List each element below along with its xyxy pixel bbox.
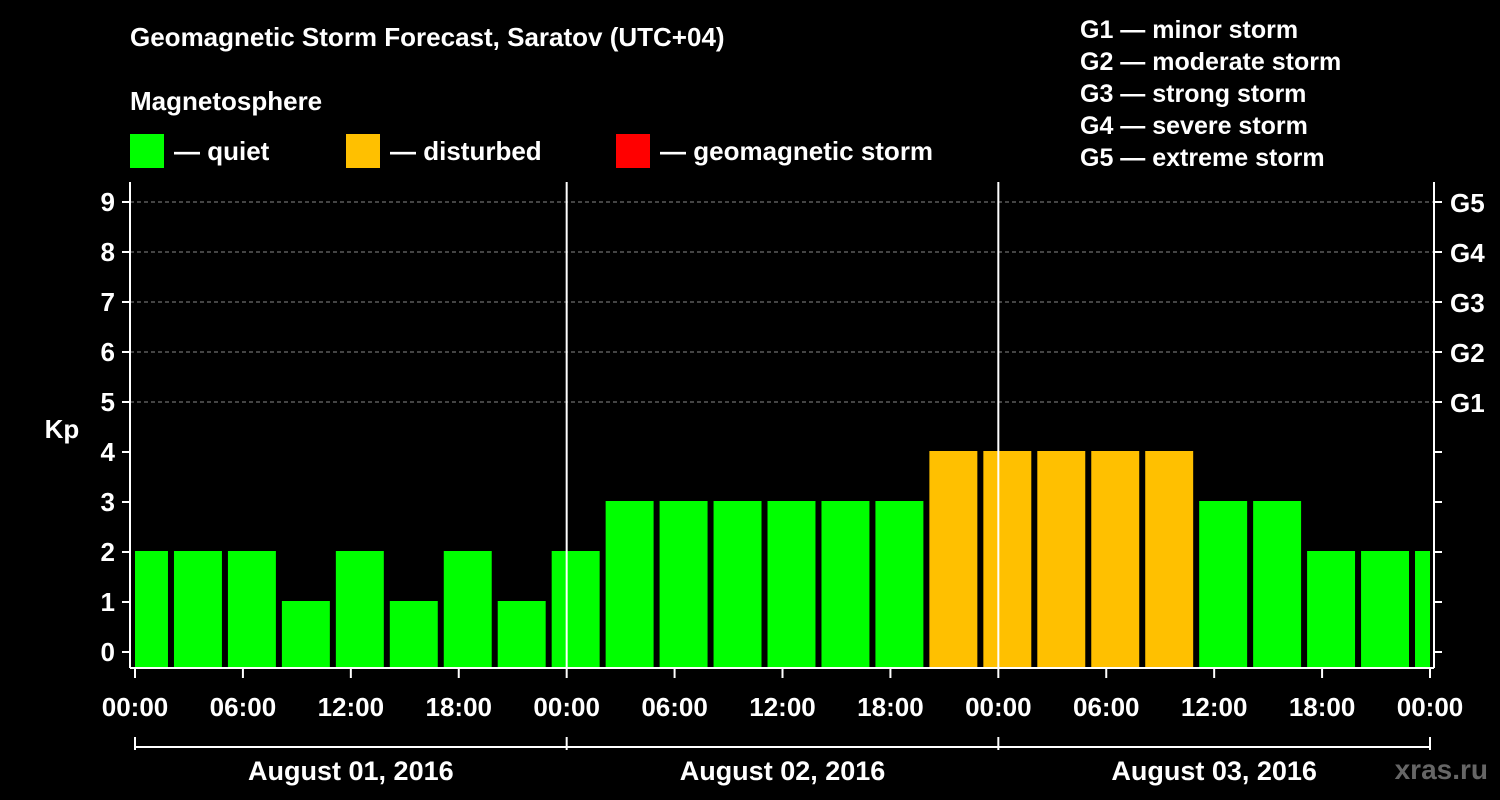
storm-level-label: G2 (1450, 338, 1485, 368)
y-axis-label: Kp (45, 414, 80, 444)
kp-bar (659, 501, 708, 668)
day-label: August 01, 2016 (248, 756, 454, 786)
kp-bar (1307, 551, 1356, 668)
x-tick-label: 00:00 (965, 692, 1032, 722)
y-tick-label: 9 (101, 187, 115, 217)
kp-bar (821, 501, 870, 668)
watermark: xras.ru (1394, 754, 1488, 785)
storm-level-label: G5 (1450, 188, 1485, 218)
y-tick-label: 3 (101, 487, 115, 517)
kp-bar (605, 501, 654, 668)
legend-swatch-quiet (130, 134, 164, 168)
storm-level-label: G4 (1450, 238, 1485, 268)
x-tick-label: 18:00 (857, 692, 924, 722)
kp-bar (227, 551, 276, 668)
y-tick-label: 5 (101, 387, 115, 417)
storm-level-label: G3 (1450, 288, 1485, 318)
y-tick-label: 0 (101, 637, 115, 667)
kp-bar (713, 501, 762, 668)
storm-scale-g5: G5 — extreme storm (1080, 144, 1325, 172)
y-tick-label: 8 (101, 237, 115, 267)
x-tick-label: 00:00 (102, 692, 169, 722)
legend-item-quiet: — quiet (130, 134, 269, 168)
x-tick-label: 18:00 (1289, 692, 1356, 722)
day-label: August 03, 2016 (1111, 756, 1317, 786)
y-tick-label: 4 (101, 437, 116, 467)
legend-heading: Magnetosphere (130, 86, 323, 116)
kp-bar (767, 501, 816, 668)
day-label: August 02, 2016 (680, 756, 886, 786)
storm-scale-g4: G4 — severe storm (1080, 112, 1308, 140)
x-tick-label: 06:00 (641, 692, 708, 722)
kp-bar (1415, 551, 1430, 668)
y-tick-label: 1 (101, 587, 115, 617)
x-tick-label: 00:00 (533, 692, 600, 722)
x-tick-label: 18:00 (426, 692, 493, 722)
kp-bar (1199, 501, 1248, 668)
storm-level-label: G1 (1450, 388, 1485, 418)
kp-bar (335, 551, 384, 668)
kp-bar (983, 451, 1032, 668)
legend-item-disturbed: — disturbed (346, 134, 542, 168)
kp-bar (551, 551, 600, 668)
storm-scale-g3: G3 — strong storm (1080, 80, 1307, 108)
legend-item-storm: — geomagnetic storm (616, 134, 933, 168)
storm-scale-g1: G1 — minor storm (1080, 16, 1299, 44)
kp-bar (875, 501, 924, 668)
storm-scale-g2: G2 — moderate storm (1080, 48, 1342, 76)
kp-bar (135, 551, 168, 668)
x-tick-label: 12:00 (1181, 692, 1248, 722)
chart-title: Geomagnetic Storm Forecast, Saratov (UTC… (130, 22, 725, 52)
x-tick-label: 06:00 (210, 692, 277, 722)
y-tick-label: 7 (101, 287, 115, 317)
kp-bar (929, 451, 978, 668)
kp-bar (1361, 551, 1410, 668)
legend-label-storm: — geomagnetic storm (660, 135, 934, 166)
kp-bar (497, 601, 546, 668)
legend-swatch-disturbed (346, 134, 380, 168)
x-tick-label: 00:00 (1397, 692, 1464, 722)
x-tick-label: 12:00 (749, 692, 816, 722)
kp-bar (1145, 451, 1194, 668)
kp-bar (1037, 451, 1086, 668)
legend-label-disturbed: — disturbed (390, 135, 542, 166)
y-tick-label: 6 (101, 337, 115, 367)
legend-swatch-storm (616, 134, 650, 168)
x-tick-label: 06:00 (1073, 692, 1140, 722)
kp-bar (1253, 501, 1302, 668)
legend-label-quiet: — quiet (174, 135, 270, 166)
kp-bar (173, 551, 222, 668)
storm-scale-legend: G1 — minor storm G2 — moderate storm G3 … (1080, 14, 1341, 174)
kp-bar (443, 551, 492, 668)
kp-bar (281, 601, 330, 668)
x-tick-label: 12:00 (318, 692, 385, 722)
y-tick-label: 2 (101, 537, 115, 567)
kp-bar (389, 601, 438, 668)
kp-bar (1091, 451, 1140, 668)
